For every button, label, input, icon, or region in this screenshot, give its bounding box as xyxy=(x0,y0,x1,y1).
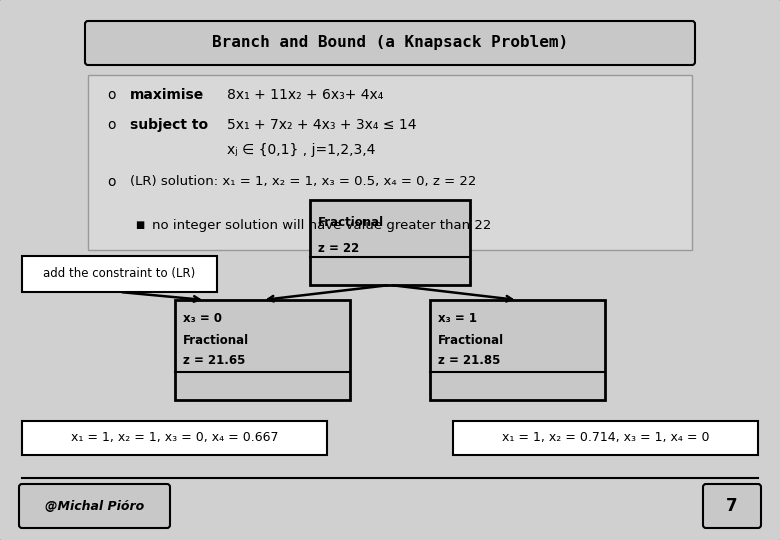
Text: Fractional: Fractional xyxy=(438,334,504,347)
FancyBboxPatch shape xyxy=(19,484,170,528)
Bar xyxy=(453,421,758,455)
Text: z = 21.85: z = 21.85 xyxy=(438,354,501,367)
Bar xyxy=(310,200,470,285)
Text: ■: ■ xyxy=(136,220,144,230)
Text: Fractional: Fractional xyxy=(183,334,249,347)
Text: x₃ = 1: x₃ = 1 xyxy=(438,312,477,325)
Text: x₁ = 1, x₂ = 0.714, x₃ = 1, x₄ = 0: x₁ = 1, x₂ = 0.714, x₃ = 1, x₄ = 0 xyxy=(502,431,709,444)
Text: o: o xyxy=(108,118,116,132)
Text: Fractional: Fractional xyxy=(318,215,384,228)
Bar xyxy=(22,421,327,455)
Text: Branch and Bound (a Knapsack Problem): Branch and Bound (a Knapsack Problem) xyxy=(212,36,568,51)
Text: no integer solution will have value greater than 22: no integer solution will have value grea… xyxy=(152,219,491,232)
Text: add the constraint to (LR): add the constraint to (LR) xyxy=(44,267,196,280)
Text: z = 21.65: z = 21.65 xyxy=(183,354,246,367)
Text: (LR) solution: x₁ = 1, x₂ = 1, x₃ = 0.5, x₄ = 0, z = 22: (LR) solution: x₁ = 1, x₂ = 1, x₃ = 0.5,… xyxy=(130,176,477,188)
Text: xⱼ ∈ {0,1} , j=1,2,3,4: xⱼ ∈ {0,1} , j=1,2,3,4 xyxy=(227,143,375,157)
Bar xyxy=(430,300,605,400)
Text: x₁ = 1, x₂ = 1, x₃ = 0, x₄ = 0.667: x₁ = 1, x₂ = 1, x₃ = 0, x₄ = 0.667 xyxy=(71,431,278,444)
FancyBboxPatch shape xyxy=(85,21,695,65)
Text: 7: 7 xyxy=(726,497,738,515)
Text: o: o xyxy=(108,88,116,102)
Text: x₃ = 0: x₃ = 0 xyxy=(183,312,222,325)
Text: subject to: subject to xyxy=(130,118,208,132)
Text: o: o xyxy=(108,175,116,189)
Text: @Michal Pióro: @Michal Pióro xyxy=(45,500,144,512)
Bar xyxy=(175,300,350,400)
Text: 8x₁ + 11x₂ + 6x₃+ 4x₄: 8x₁ + 11x₂ + 6x₃+ 4x₄ xyxy=(227,88,384,102)
Text: maximise: maximise xyxy=(130,88,204,102)
Bar xyxy=(22,256,217,292)
FancyBboxPatch shape xyxy=(703,484,761,528)
Bar xyxy=(88,75,692,250)
Text: 5x₁ + 7x₂ + 4x₃ + 3x₄ ≤ 14: 5x₁ + 7x₂ + 4x₃ + 3x₄ ≤ 14 xyxy=(227,118,417,132)
Text: z = 22: z = 22 xyxy=(318,241,360,254)
